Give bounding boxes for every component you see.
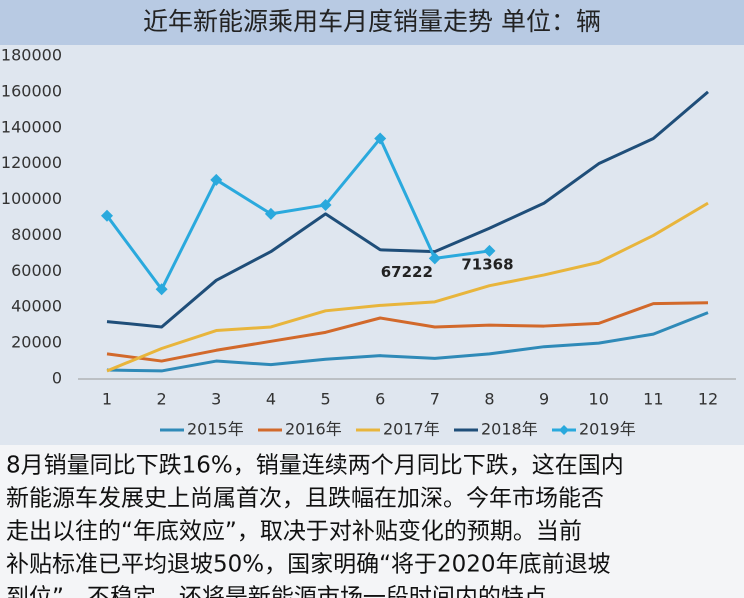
legend-label: 2017年 — [383, 420, 440, 439]
legend-label: 2019年 — [579, 420, 636, 439]
legend-label: 2016年 — [285, 420, 342, 439]
x-tick-label: 6 — [375, 390, 385, 409]
series-line — [106, 90, 709, 329]
x-tick-label: 3 — [211, 390, 221, 409]
x-tick-label: 12 — [698, 390, 718, 409]
series-line — [106, 301, 709, 363]
title-bar — [0, 0, 744, 45]
marker — [155, 283, 168, 296]
marker — [210, 173, 223, 186]
body-line: 走出以往的“年底效应”，取决于对补贴变化的预期。当前 — [6, 519, 582, 545]
y-tick-label: 100000 — [1, 189, 62, 208]
y-tick-label: 160000 — [1, 81, 62, 100]
marker — [428, 252, 441, 265]
x-tick-label: 5 — [320, 390, 330, 409]
series-line — [106, 311, 709, 373]
body-line: 补贴标准已平均退坡50%，国家明确“将于2020年底前退坡 — [6, 552, 611, 578]
x-tick-label: 10 — [589, 390, 609, 409]
data-label: 71368 — [461, 255, 513, 273]
data-label: 67222 — [381, 263, 433, 281]
x-tick-label: 4 — [266, 390, 276, 409]
series-line — [106, 201, 709, 373]
y-tick-label: 140000 — [1, 117, 62, 136]
x-tick-label: 7 — [430, 390, 440, 409]
x-tick-label: 2 — [157, 390, 167, 409]
y-tick-label: 40000 — [11, 297, 62, 316]
y-tick-label: 180000 — [1, 46, 62, 65]
legend-label: 2015年 — [187, 420, 244, 439]
marker — [319, 198, 332, 211]
legend-label: 2018年 — [481, 420, 538, 439]
body-line: 到位”，不稳定，还将是新能源市场一段时间内的特点。 — [6, 585, 570, 598]
y-tick-label: 80000 — [11, 225, 62, 244]
marker — [264, 207, 277, 220]
x-tick-label: 9 — [539, 390, 549, 409]
body-line: 8月销量同比下跌16%，销量连续两个月同比下跌，这在国内 — [6, 453, 624, 479]
y-tick-label: 20000 — [11, 333, 62, 352]
y-tick-label: 120000 — [1, 153, 62, 172]
y-tick-label: 60000 — [11, 261, 62, 280]
chart-title: 近年新能源乘用车月度销量走势 单位：辆 — [143, 7, 601, 36]
marker — [374, 132, 387, 145]
x-tick-label: 8 — [484, 390, 494, 409]
legend-marker — [559, 425, 569, 435]
x-tick-label: 1 — [102, 390, 112, 409]
body-line: 新能源车发展史上尚属首次，且跌幅在加深。今年市场能否 — [6, 486, 604, 512]
y-tick-label: 0 — [52, 369, 62, 388]
marker — [483, 244, 496, 257]
text-area — [0, 445, 744, 598]
series-line — [105, 137, 490, 291]
x-tick-label: 11 — [643, 390, 663, 409]
marker — [101, 209, 113, 222]
